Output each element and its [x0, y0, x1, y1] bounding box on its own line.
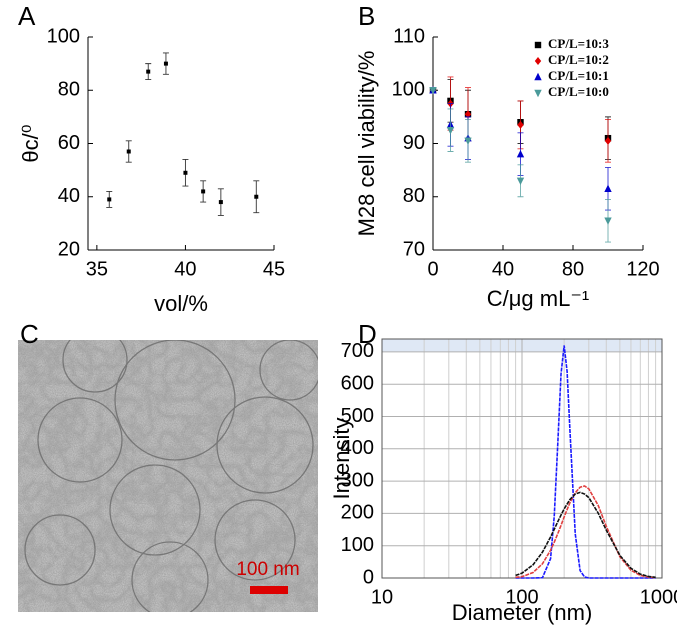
scale-bar [250, 586, 288, 594]
marker [163, 61, 168, 66]
y-tick-label: 500 [341, 405, 374, 427]
x-tick-label: 0 [427, 258, 438, 280]
marker [464, 110, 472, 119]
legend-label: CP/L=10:1 [548, 68, 609, 83]
y-tick-label: 80 [58, 79, 80, 101]
x-tick-label: 80 [562, 258, 584, 280]
y-tick-label: 600 [341, 372, 374, 394]
line [515, 491, 656, 579]
legend-label: CP/L=10:0 [548, 84, 609, 99]
x-axis-label: C/μg mL⁻¹ [487, 286, 590, 311]
y-axis-label: M28 cell viability/% [354, 51, 379, 237]
y-tick-label: 40 [58, 185, 80, 207]
marker [107, 197, 112, 202]
marker [516, 149, 525, 158]
y-axis-label: θc/⁰ [18, 124, 43, 162]
x-axis-label: Diameter (nm) [452, 600, 593, 625]
marker [604, 136, 612, 145]
x-tick-label: 40 [492, 258, 514, 280]
marker [146, 69, 151, 74]
line [515, 345, 656, 579]
y-tick-label: 100 [392, 79, 425, 101]
x-tick-label: 120 [626, 258, 659, 280]
y-tick-label: 80 [403, 185, 425, 207]
panel-label: C [20, 319, 39, 349]
scale-bar-label: 100 nm [236, 559, 299, 580]
marker [517, 120, 524, 129]
y-tick-label: 60 [58, 132, 80, 154]
marker [534, 57, 542, 65]
y-tick-label: 70 [403, 238, 425, 260]
marker [126, 149, 131, 154]
x-tick-label: 1000 [640, 586, 677, 608]
panel-label: B [358, 1, 375, 31]
x-tick-label: 45 [263, 258, 285, 280]
marker [201, 189, 206, 194]
marker [429, 87, 437, 95]
y-tick-label: 90 [403, 132, 425, 154]
marker [604, 184, 612, 192]
y-tick-label: 20 [58, 238, 80, 260]
x-tick-label: 10 [371, 586, 393, 608]
y-tick-label: 700 [341, 340, 374, 362]
marker [464, 137, 472, 146]
tem-image [18, 340, 318, 612]
marker [183, 170, 188, 175]
legend-label: CP/L=10:3 [548, 36, 609, 51]
y-tick-label: 400 [341, 437, 374, 459]
y-tick-label: 100 [341, 534, 374, 556]
y-tick-label: 100 [47, 25, 80, 47]
y-tick-label: 0 [363, 566, 374, 588]
marker [534, 72, 542, 81]
marker [254, 194, 259, 199]
marker [534, 41, 542, 49]
x-tick-label: 35 [86, 258, 108, 280]
x-tick-label: 40 [174, 258, 196, 280]
legend-label: CP/L=10:2 [548, 52, 609, 67]
marker [218, 200, 223, 205]
marker [446, 126, 455, 135]
y-tick-label: 200 [341, 502, 374, 524]
y-axis-label: Intensity [329, 418, 354, 500]
marker [516, 177, 525, 185]
marker [604, 217, 612, 225]
marker [534, 89, 542, 98]
x-tick-label: 100 [505, 586, 538, 608]
y-tick-label: 110 [393, 25, 425, 47]
x-axis-label: vol/% [154, 291, 208, 316]
panel-label: A [18, 1, 36, 31]
y-tick-label: 300 [341, 469, 374, 491]
panel-label: D [358, 319, 377, 349]
